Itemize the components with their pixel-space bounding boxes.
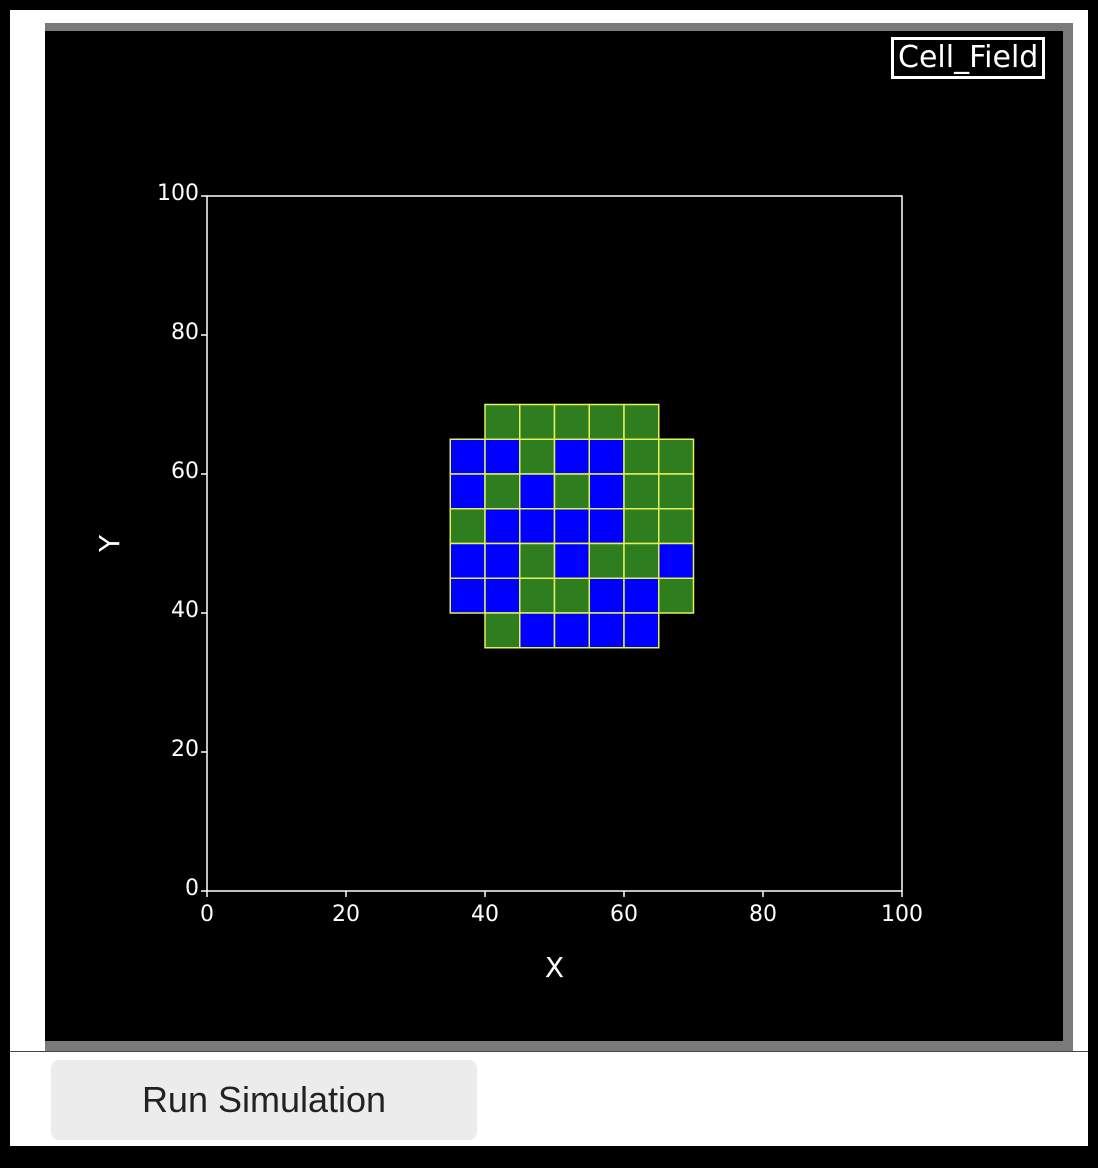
- green-cell: [553, 403, 590, 440]
- green-cell: [623, 473, 660, 510]
- x-axis-title: X: [545, 951, 564, 984]
- blue-cell: [519, 508, 556, 545]
- green-cell: [658, 508, 695, 545]
- green-cell: [519, 403, 556, 440]
- green-cell: [484, 612, 521, 649]
- blue-cell: [588, 612, 625, 649]
- green-cell: [658, 438, 695, 475]
- blue-cell: [449, 542, 486, 579]
- blue-cell: [553, 508, 590, 545]
- green-cell: [484, 473, 521, 510]
- simulation-panel: 0 20 40 60 80 100 0 20 40 60 80 100 X Y Cell_Field Ru…: [10, 10, 1088, 1146]
- green-cell: [519, 577, 556, 614]
- blue-cell: [553, 542, 590, 579]
- blue-cell: [553, 438, 590, 475]
- y-tick-label: 60: [171, 459, 199, 484]
- green-cell: [553, 473, 590, 510]
- green-cell: [519, 542, 556, 579]
- blue-cell: [623, 612, 660, 649]
- x-tick-label: 60: [610, 902, 638, 927]
- x-tick-label: 100: [881, 902, 923, 927]
- green-cell: [623, 508, 660, 545]
- green-cell: [484, 403, 521, 440]
- run-simulation-button[interactable]: Run Simulation: [51, 1060, 477, 1140]
- blue-cell: [449, 473, 486, 510]
- green-cell: [588, 403, 625, 440]
- green-cell: [623, 438, 660, 475]
- green-cell: [588, 542, 625, 579]
- y-tick-label: 0: [185, 876, 199, 901]
- blue-cell: [484, 508, 521, 545]
- divider: [10, 1051, 1088, 1052]
- y-tick-label: 40: [171, 598, 199, 623]
- cell-field-plot: 0 20 40 60 80 100 0 20 40 60 80 100 X Y: [93, 181, 923, 984]
- x-tick-label: 40: [471, 902, 499, 927]
- blue-cell: [588, 438, 625, 475]
- y-tick-label: 80: [171, 320, 199, 345]
- field-name-label: Cell_Field: [888, 35, 1048, 81]
- blue-cell: [484, 438, 521, 475]
- blue-cell: [588, 473, 625, 510]
- blue-cell: [449, 438, 486, 475]
- blue-cell: [553, 612, 590, 649]
- x-tick-label: 20: [332, 902, 360, 927]
- green-cell: [519, 438, 556, 475]
- blue-cell: [484, 542, 521, 579]
- blue-cell: [588, 577, 625, 614]
- y-axis-title: Y: [93, 534, 126, 553]
- x-tick-label: 0: [200, 902, 214, 927]
- green-cell: [658, 473, 695, 510]
- x-tick-label: 80: [749, 902, 777, 927]
- green-cell: [553, 577, 590, 614]
- blue-cell: [658, 542, 695, 579]
- blue-cell: [623, 577, 660, 614]
- plot-frame: [206, 195, 903, 892]
- blue-cell: [519, 473, 556, 510]
- blue-cell: [449, 577, 486, 614]
- blue-cell: [519, 612, 556, 649]
- blue-cell: [588, 508, 625, 545]
- green-cell: [623, 542, 660, 579]
- cell-field-viewer[interactable]: 0 20 40 60 80 100 0 20 40 60 80 100 X Y Cell_Field: [45, 23, 1073, 1051]
- blue-cell: [484, 577, 521, 614]
- y-tick-label: 100: [157, 181, 199, 206]
- green-cell: [449, 508, 486, 545]
- y-tick-label: 20: [171, 737, 199, 762]
- green-cell: [623, 403, 660, 440]
- green-cell: [658, 577, 695, 614]
